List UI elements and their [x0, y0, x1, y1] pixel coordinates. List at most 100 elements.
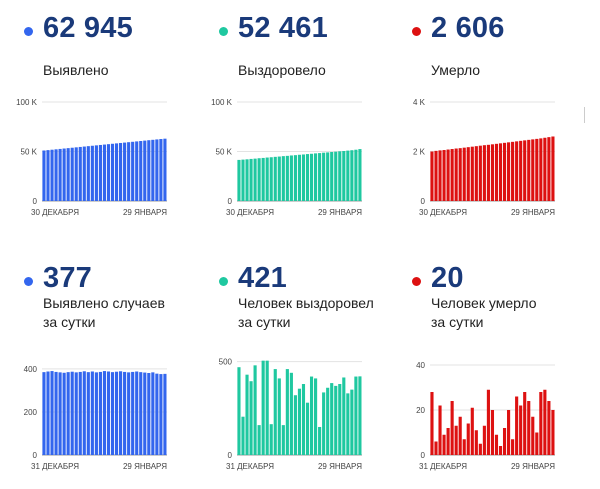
bar [438, 405, 442, 455]
bar [318, 426, 322, 455]
bar [458, 148, 462, 201]
bar [498, 446, 503, 455]
y-tick-label: 20 [416, 406, 425, 415]
red-dot-icon [412, 277, 421, 286]
stat-value: 377 [43, 262, 92, 294]
y-tick-label: 0 [421, 451, 426, 460]
bar [314, 378, 318, 455]
panel-recovered-total: 52 461 Выздоровело 0 50 K 100 K 30 ДЕКАБРЯ 2… [195, 0, 385, 235]
bar [531, 416, 535, 455]
bar [342, 377, 346, 455]
bar [281, 425, 285, 455]
bar [494, 143, 499, 201]
bar [338, 151, 342, 201]
x-start-label: 31 ДЕКАБРЯ [226, 462, 274, 471]
bar [253, 365, 257, 455]
bar [147, 140, 151, 201]
x-start-label: 30 ДЕКАБРЯ [226, 208, 274, 217]
bar [66, 148, 70, 201]
stat-value: 421 [238, 262, 287, 294]
stat-label: Человек умерло за сутки [431, 294, 537, 332]
bar [519, 140, 523, 201]
bar [127, 142, 131, 201]
bar [346, 393, 350, 455]
stat-label-line: за сутки [238, 314, 291, 330]
panel-detected-total: 62 945 Выявлено 0 50 K 100 K 30 ДЕКАБРЯ 29 Я… [0, 0, 190, 235]
bar [490, 144, 495, 201]
bar [462, 147, 466, 201]
y-tick-label: 0 [33, 197, 38, 206]
bar [90, 145, 94, 201]
bar [482, 425, 486, 455]
bar [253, 158, 257, 201]
bar [123, 142, 127, 201]
bar [334, 385, 338, 455]
bar [119, 142, 123, 201]
bar [507, 142, 511, 201]
green-dot-icon [219, 27, 228, 36]
bar [293, 395, 297, 455]
y-tick-label: 100 K [16, 98, 38, 107]
bar [114, 371, 119, 455]
bar [265, 360, 269, 455]
bar [486, 144, 490, 201]
stat-label: Выздоровело [238, 62, 326, 78]
bar [245, 159, 249, 201]
bar [297, 388, 302, 455]
bar [511, 439, 515, 455]
bar [127, 372, 131, 455]
bar [322, 392, 326, 455]
bar [547, 137, 551, 201]
bar [478, 145, 482, 201]
bar [42, 372, 46, 455]
bar [502, 428, 507, 455]
chart-detected-total: 0 50 K 100 K 30 ДЕКАБРЯ 29 ЯНВАРЯ [16, 98, 167, 217]
bar [511, 141, 515, 201]
bar [82, 146, 86, 201]
x-end-label: 29 ЯНВАРЯ [318, 208, 362, 217]
bar [257, 158, 261, 201]
bar [139, 141, 143, 201]
x-start-label: 30 ДЕКАБРЯ [419, 208, 467, 217]
bar [54, 149, 58, 201]
bar [346, 150, 350, 201]
bar [159, 374, 163, 455]
bar [498, 143, 503, 201]
y-tick-label: 4 K [413, 98, 426, 107]
bar [261, 360, 265, 455]
bar [62, 372, 66, 455]
bar [110, 372, 115, 455]
bar [94, 145, 98, 201]
bar [74, 372, 78, 455]
stat-label-line: Выявлено случаев [43, 295, 165, 311]
bar [58, 372, 62, 455]
bar [119, 371, 123, 455]
bar [535, 432, 539, 455]
bar [305, 402, 310, 455]
bar [527, 401, 531, 455]
bar [434, 441, 438, 455]
bar [66, 372, 70, 455]
bar [430, 151, 434, 201]
bar [98, 144, 102, 201]
bar [237, 159, 241, 201]
y-tick-label: 50 K [216, 148, 233, 157]
bar [486, 389, 490, 455]
bar [70, 147, 74, 201]
y-tick-label: 0 [421, 197, 426, 206]
bar [155, 139, 159, 201]
blue-dot-icon [24, 277, 33, 286]
y-tick-label: 0 [228, 197, 233, 206]
bar [285, 155, 289, 201]
bar [50, 149, 54, 201]
bar [135, 141, 139, 201]
bar [151, 139, 155, 201]
panel-recovered-daily: 421 Человек выздоровел за сутки 0 500 31 Д… [195, 250, 385, 489]
bar [58, 148, 62, 201]
bar [237, 367, 241, 455]
bar [322, 152, 326, 201]
bar [135, 371, 139, 455]
x-start-label: 31 ДЕКАБРЯ [419, 462, 467, 471]
x-end-label: 29 ЯНВАРЯ [511, 208, 555, 217]
bar [354, 376, 358, 455]
